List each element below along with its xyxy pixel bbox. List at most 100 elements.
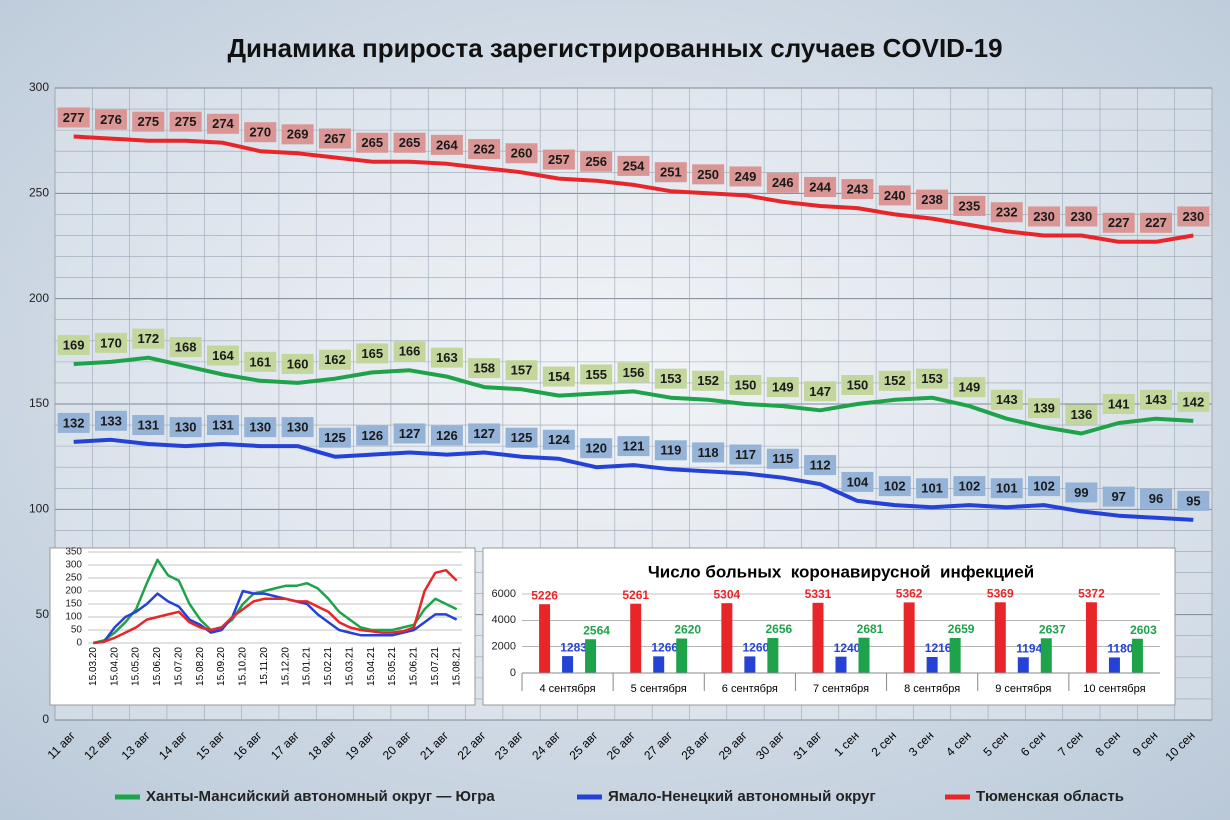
- bar: [1085, 602, 1097, 673]
- data-label: 102: [959, 479, 981, 494]
- data-label: 130: [175, 420, 197, 435]
- data-label: 2656: [766, 622, 793, 636]
- y-tick-label: 300: [65, 560, 82, 571]
- data-label: 157: [511, 363, 533, 378]
- y-tick-label: 300: [29, 80, 49, 94]
- data-label: 269: [287, 127, 309, 142]
- data-label-box: [244, 417, 277, 438]
- x-tick-label: 15.06.21: [409, 647, 420, 686]
- bar: [858, 637, 870, 673]
- bar: [812, 602, 824, 673]
- data-label: 169: [63, 337, 85, 352]
- data-label: 124: [548, 432, 570, 447]
- data-label: 149: [959, 380, 981, 395]
- data-label: 249: [735, 169, 757, 184]
- bar: [1040, 638, 1052, 673]
- y-tick-label: 150: [65, 599, 82, 610]
- data-label-box: [804, 176, 837, 197]
- data-label: 130: [249, 420, 271, 435]
- data-label: 1266: [651, 641, 678, 655]
- data-label: 126: [436, 428, 458, 443]
- data-label: 117: [735, 447, 756, 462]
- data-label-box: [468, 423, 501, 444]
- bar: [721, 603, 733, 673]
- data-label: 5226: [531, 588, 558, 602]
- data-label-box: [1177, 206, 1210, 227]
- y-tick-label: 350: [65, 547, 82, 558]
- x-tick-label: 15.08.20: [195, 647, 206, 686]
- data-label: 168: [175, 340, 197, 355]
- x-tick-label: 10 сентября: [1083, 683, 1145, 695]
- data-label: 166: [399, 344, 421, 359]
- y-tick-label: 0: [76, 638, 82, 649]
- data-label-box: [729, 444, 762, 465]
- bar: [653, 656, 665, 673]
- data-label-box: [94, 410, 127, 431]
- data-label: 276: [100, 112, 122, 127]
- data-label-box: [878, 476, 911, 497]
- data-label: 5304: [714, 587, 741, 601]
- x-tick-label: 15.03.21: [344, 647, 355, 686]
- y-tick-label: 150: [29, 396, 49, 410]
- data-label-box: [318, 349, 351, 370]
- data-label-box: [1177, 391, 1210, 412]
- data-label: 1283: [560, 640, 587, 654]
- data-label-box: [1140, 389, 1173, 410]
- series-line: [73, 134, 1194, 244]
- data-label-box: [916, 189, 949, 210]
- data-label: 142: [1182, 394, 1204, 409]
- data-label: 115: [772, 451, 793, 466]
- data-label-box: [1065, 482, 1098, 503]
- y-tick-label: 250: [29, 186, 49, 200]
- x-tick-label: 9 сентября: [995, 683, 1051, 695]
- data-label-box: [57, 107, 90, 128]
- data-label: 257: [548, 152, 570, 167]
- legend-label: Тюменская область: [976, 788, 1124, 805]
- data-label: 1194: [1016, 641, 1042, 655]
- data-label: 270: [249, 125, 271, 140]
- series-line: [73, 355, 1194, 436]
- data-label-box: [430, 134, 463, 155]
- data-label: 158: [473, 361, 495, 376]
- legend-label: Ямало-Ненецкий автономный округ: [608, 788, 876, 805]
- data-label: 238: [921, 192, 943, 207]
- data-label-box: [654, 440, 687, 461]
- data-label: 102: [884, 479, 906, 494]
- data-label: 232: [996, 205, 1018, 220]
- data-label-box: [878, 370, 911, 391]
- data-label-box: [169, 111, 202, 132]
- x-tick-label: 15.07.21: [430, 647, 441, 686]
- data-label: 1216: [925, 641, 952, 655]
- data-label: 267: [324, 131, 346, 146]
- data-label-box: [430, 425, 463, 446]
- bar: [744, 656, 756, 673]
- data-label-box: [654, 368, 687, 389]
- data-label-box: [244, 122, 277, 143]
- x-tick-label: 5 сентября: [631, 683, 687, 695]
- data-label: 160: [287, 356, 309, 371]
- data-label: 95: [1186, 493, 1200, 508]
- data-label: 163: [436, 350, 458, 365]
- data-label: 5369: [987, 586, 1014, 600]
- data-label: 5362: [896, 587, 923, 601]
- data-label-box: [617, 155, 650, 176]
- data-label-box: [990, 202, 1023, 223]
- data-label-box: [393, 341, 426, 362]
- data-label-box: [430, 347, 463, 368]
- x-tick-label: 7 сентября: [813, 683, 869, 695]
- data-label-box: [505, 427, 538, 448]
- data-label-box: [916, 368, 949, 389]
- data-label: 274: [212, 116, 234, 131]
- data-label-box: [692, 442, 725, 463]
- data-label-box: [580, 364, 613, 385]
- series-line: [73, 437, 1194, 522]
- bar: [767, 638, 779, 673]
- data-label: 275: [175, 114, 197, 129]
- data-label: 227: [1108, 215, 1130, 230]
- data-label: 126: [361, 428, 383, 443]
- data-label: 5261: [622, 588, 649, 602]
- bar: [539, 604, 551, 673]
- data-label-box: [542, 429, 575, 450]
